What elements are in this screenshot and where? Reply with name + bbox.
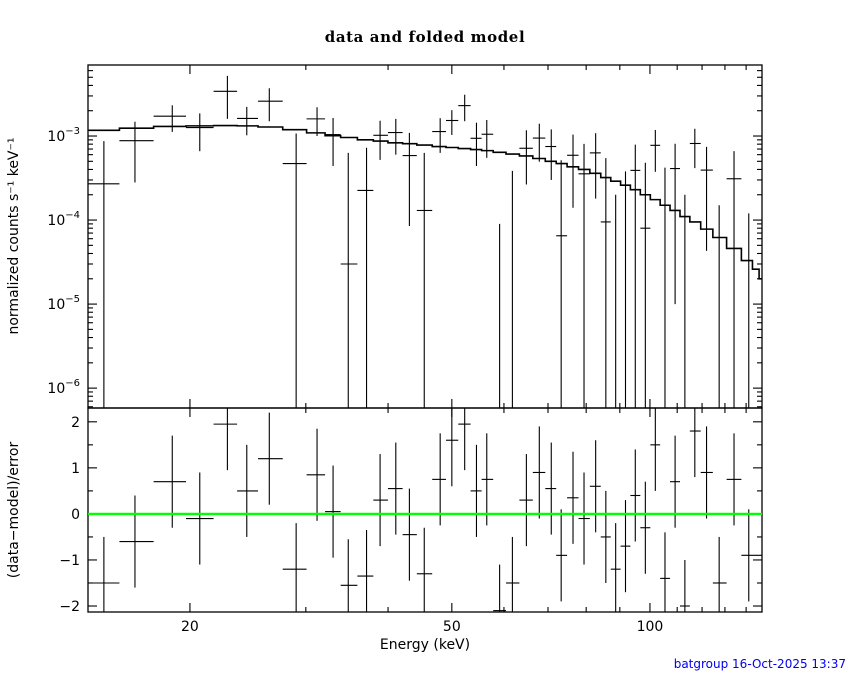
footer-timestamp: batgroup 16-Oct-2025 13:37 (674, 657, 846, 671)
y-axis-label-top: normalized counts s⁻¹ keV⁻¹ (6, 137, 22, 334)
svg-text:−2: −2 (59, 599, 80, 615)
svg-text:2: 2 (71, 415, 80, 431)
svg-text:100: 100 (637, 619, 664, 635)
svg-text:10−6: 10−6 (47, 378, 80, 397)
svg-text:50: 50 (443, 619, 461, 635)
svg-text:10−4: 10−4 (47, 210, 80, 229)
x-axis-label: Energy (keV) (380, 637, 470, 653)
chart-title: data and folded model (325, 28, 526, 46)
svg-text:−1: −1 (59, 553, 80, 569)
plot-geometry: 20 50 100 10−3 10−4 10−5 10−6 −2 −1 0 1 2 (47, 64, 763, 635)
svg-text:0: 0 (71, 507, 80, 523)
svg-text:10−3: 10−3 (47, 126, 80, 145)
svg-text:10−5: 10−5 (47, 294, 80, 313)
y-axis-label-bottom: (data−model)/error (6, 442, 22, 579)
svg-text:20: 20 (181, 619, 199, 635)
svg-text:1: 1 (71, 461, 80, 477)
